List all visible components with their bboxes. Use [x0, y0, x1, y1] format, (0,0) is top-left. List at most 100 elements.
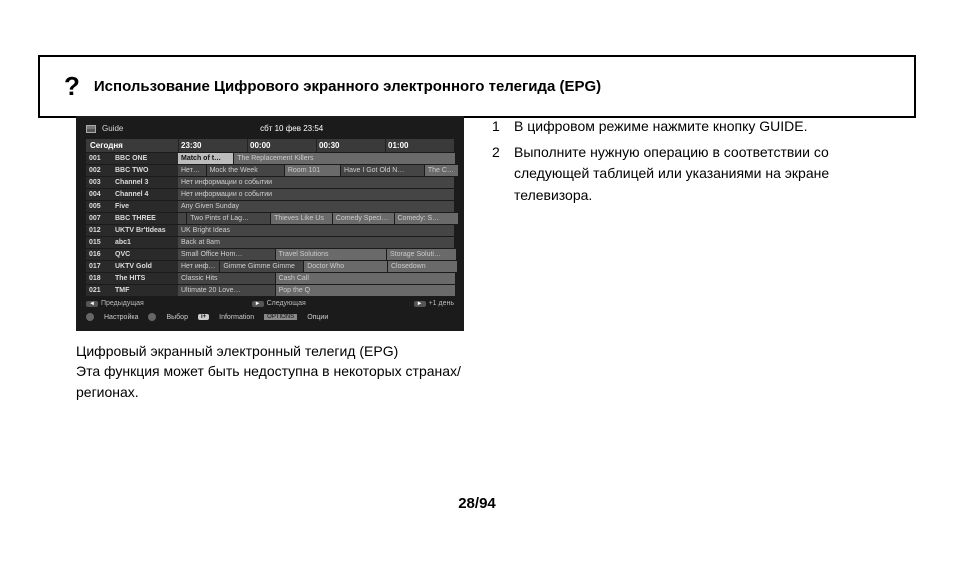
- program-block[interactable]: Thieves Like Us: [271, 213, 332, 224]
- nav-next-label: Следующая: [267, 300, 306, 307]
- right-column: 1В цифровом режиме нажмите кнопку GUIDE.…: [492, 116, 878, 402]
- footer-info: Information: [219, 314, 254, 321]
- nav-next[interactable]: ► Следующая: [252, 300, 306, 307]
- program-row: Нет информации о событии: [178, 189, 454, 200]
- epg-screenshot: Guide сбт 10 фев 23:54 Сегодня 23:3000:0…: [76, 116, 464, 331]
- channel-number: 015: [86, 237, 112, 248]
- program-block[interactable]: The Replacement Killers: [234, 153, 455, 164]
- program-row: UK Bright Ideas: [178, 225, 454, 236]
- step-number: 1: [492, 116, 504, 138]
- channel-name: Channel 4: [112, 189, 178, 200]
- program-row: Small Office Hom…Travel SolutionsStorage…: [178, 249, 454, 260]
- program-block[interactable]: Have I Got Old N…: [341, 165, 424, 176]
- program-block[interactable]: Travel Solutions: [276, 249, 386, 260]
- program-block[interactable]: [178, 213, 186, 224]
- title-row: ? Использование Цифрового экранного элек…: [64, 71, 890, 102]
- program-block[interactable]: Any Given Sunday: [178, 201, 454, 212]
- program-block[interactable]: Two Pints of Lag…: [187, 213, 270, 224]
- steps-list: 1В цифровом режиме нажмите кнопку GUIDE.…: [492, 116, 878, 207]
- program-row: Нет…Mock the WeekRoom 101Have I Got Old …: [178, 165, 454, 176]
- program-block[interactable]: Doctor Who: [304, 261, 387, 272]
- program-block[interactable]: The Cul…: [425, 165, 458, 176]
- channel-name: QVC: [112, 249, 178, 260]
- guide-label: Guide: [102, 124, 123, 133]
- pill-icon: ◄: [86, 301, 98, 307]
- program-block[interactable]: Pop the Q: [276, 285, 455, 296]
- page-title: Использование Цифрового экранного электр…: [94, 78, 601, 95]
- channel-name: abc1: [112, 237, 178, 248]
- channel-number: 012: [86, 225, 112, 236]
- select-icon: [148, 313, 156, 321]
- epg-footer: Настройка Выбор i+ Information OPTIONS О…: [86, 313, 454, 321]
- program-row: Нет информации о событии: [178, 177, 454, 188]
- channel-number: 003: [86, 177, 112, 188]
- today-cell: Сегодня: [86, 139, 178, 152]
- channel-name: Channel 3: [112, 177, 178, 188]
- program-block[interactable]: UK Bright Ideas: [178, 225, 454, 236]
- program-block[interactable]: Small Office Hom…: [178, 249, 275, 260]
- step-text: Выполните нужную операцию в соответствии…: [514, 142, 878, 207]
- pill-icon: ►: [414, 301, 426, 307]
- channel-name: BBC THREE: [112, 213, 178, 224]
- step-item: 1В цифровом режиме нажмите кнопку GUIDE.: [492, 116, 878, 138]
- nav-plus-day[interactable]: ► +1 день: [414, 300, 454, 307]
- program-row: Match of t…The Replacement Killers: [178, 153, 454, 164]
- channel-number: 021: [86, 285, 112, 296]
- channel-name: BBC ONE: [112, 153, 178, 164]
- nav-prev-label: Предыдущая: [101, 300, 144, 307]
- program-block[interactable]: Нет…: [178, 165, 206, 176]
- epg-nav-row: ◄ Предыдущая ► Следующая ► +1 день: [86, 300, 454, 307]
- epg-header: Guide сбт 10 фев 23:54: [86, 124, 454, 133]
- program-block[interactable]: Ultimate 20 Love…: [178, 285, 275, 296]
- question-icon: ?: [64, 71, 80, 102]
- channel-number: 004: [86, 189, 112, 200]
- channel-number: 018: [86, 273, 112, 284]
- left-column: Guide сбт 10 фев 23:54 Сегодня 23:3000:0…: [76, 116, 464, 402]
- program-block[interactable]: Cash Call: [276, 273, 455, 284]
- time-slot: 00:30: [316, 139, 385, 152]
- page-number: 28/94: [0, 495, 954, 512]
- program-block[interactable]: Back at 8am: [178, 237, 454, 248]
- title-frame: ? Использование Цифрового экранного элек…: [38, 55, 916, 118]
- nav-plus-day-label: +1 день: [429, 300, 454, 307]
- content-area: Guide сбт 10 фев 23:54 Сегодня 23:3000:0…: [76, 116, 878, 402]
- program-block[interactable]: Closedown: [388, 261, 457, 272]
- nav-prev[interactable]: ◄ Предыдущая: [86, 300, 144, 307]
- program-block[interactable]: Нет инфо…: [178, 261, 219, 272]
- caption: Цифровый экранный электронный телегид (E…: [76, 341, 464, 402]
- channel-number: 007: [86, 213, 112, 224]
- program-row: Ultimate 20 Love…Pop the Q: [178, 285, 454, 296]
- program-row: Any Given Sunday: [178, 201, 454, 212]
- program-block[interactable]: Classic Hits: [178, 273, 275, 284]
- time-header: 23:3000:0000:3001:00: [178, 139, 454, 152]
- program-block[interactable]: Mock the Week: [207, 165, 284, 176]
- channel-name: UKTV Gold: [112, 261, 178, 272]
- guide-icon: [86, 125, 96, 133]
- channel-number: 017: [86, 261, 112, 272]
- options-button-icon: OPTIONS: [264, 314, 297, 320]
- program-block[interactable]: Нет информации о событии: [178, 189, 454, 200]
- channel-name: Five: [112, 201, 178, 212]
- channel-name: UKTV Br'tIdeas: [112, 225, 178, 236]
- program-row: Нет инфо…Gimme Gimme GimmeDoctor WhoClos…: [178, 261, 454, 272]
- program-block[interactable]: Comedy Special…: [333, 213, 394, 224]
- time-slot: 00:00: [247, 139, 316, 152]
- pill-icon: ►: [252, 301, 264, 307]
- program-block[interactable]: Room 101: [285, 165, 340, 176]
- program-row: Back at 8am: [178, 237, 454, 248]
- footer-options: Опции: [307, 314, 328, 321]
- program-block[interactable]: Gimme Gimme Gimme: [220, 261, 303, 272]
- program-block[interactable]: Match of t…: [178, 153, 233, 164]
- info-button-icon: i+: [198, 314, 209, 320]
- time-slot: 23:30: [178, 139, 247, 152]
- channel-number: 016: [86, 249, 112, 260]
- program-block[interactable]: Comedy: S…: [395, 213, 458, 224]
- step-item: 2Выполните нужную операцию в соответстви…: [492, 142, 878, 207]
- caption-line2: Эта функция может быть недоступна в неко…: [76, 361, 464, 402]
- program-row: Two Pints of Lag…Thieves Like UsComedy S…: [178, 213, 454, 224]
- program-block[interactable]: Нет информации о событии: [178, 177, 454, 188]
- channel-name: The HITS: [112, 273, 178, 284]
- program-block[interactable]: Storage Soluti…: [387, 249, 456, 260]
- footer-select: Выбор: [166, 314, 188, 321]
- time-slot: 01:00: [385, 139, 454, 152]
